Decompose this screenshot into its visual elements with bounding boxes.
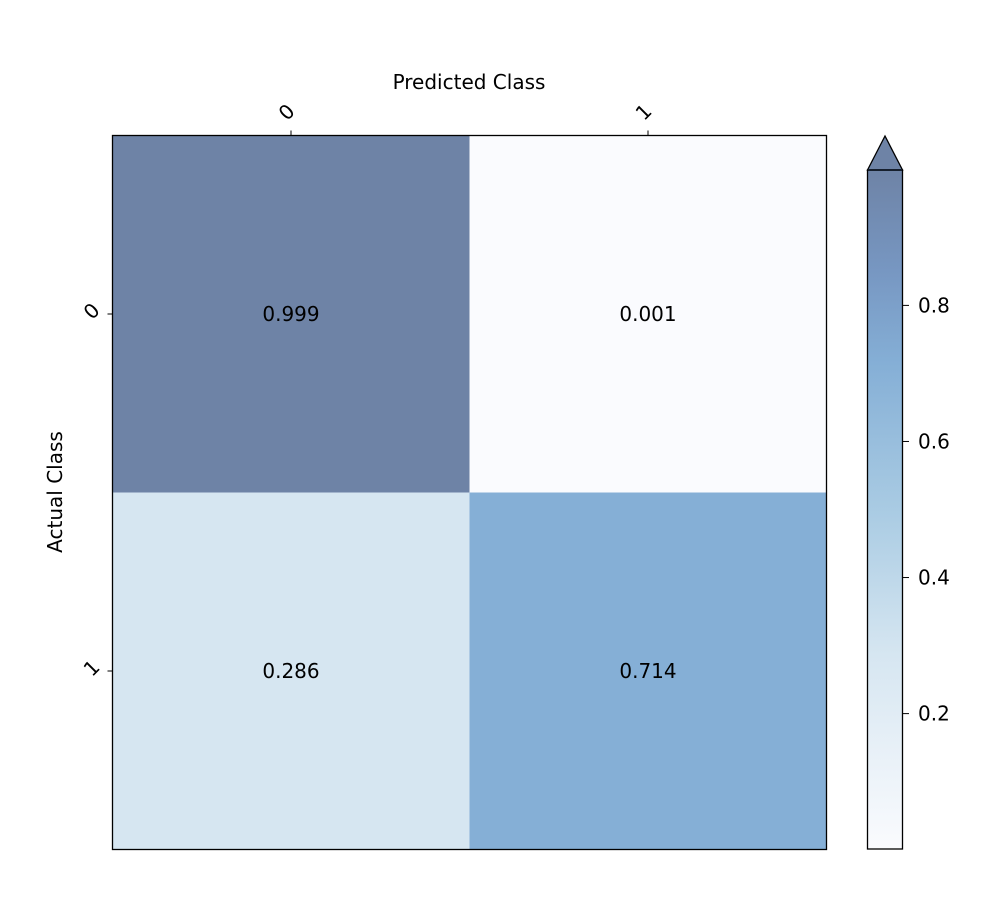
colorbar-ticks: 0.2 0.4 0.6 0.8: [903, 293, 950, 726]
colorbar-tick-label: 0.6: [918, 429, 950, 453]
y-ticks: 01: [79, 298, 113, 681]
colorbar-gradient: [867, 170, 903, 849]
cell-value-label: 0.286: [262, 659, 319, 683]
x-axis-label: Predicted Class: [393, 70, 546, 94]
heatmap-cell: [112, 492, 470, 850]
colorbar-extend-max-triangle: [866, 134, 904, 171]
cell-value-label: 0.714: [619, 659, 676, 683]
heatmap-cell: [469, 135, 827, 493]
colorbar-frame: [866, 169, 904, 850]
colorbar: 0.2 0.4 0.6 0.8: [866, 134, 950, 850]
y-axis-label: Actual Class: [43, 431, 67, 553]
x-tick-label: 0: [274, 99, 300, 125]
heatmap-cells: 0.999 0.001 0.286 0.714: [112, 135, 827, 850]
colorbar-tick-label: 0.8: [918, 293, 950, 317]
x-tick-label: 1: [631, 99, 657, 125]
colorbar-tick-label: 0.4: [918, 566, 950, 590]
y-tick-label: 0: [79, 298, 105, 324]
cell-value-label: 0.001: [619, 302, 676, 326]
colorbar-tick-label: 0.2: [918, 702, 950, 726]
y-tick-label: 1: [79, 655, 105, 681]
cell-value-label: 0.999: [262, 302, 319, 326]
heatmap-cell: [469, 492, 827, 850]
heatmap-cell: [112, 135, 470, 493]
plot-frame: [111, 134, 828, 851]
